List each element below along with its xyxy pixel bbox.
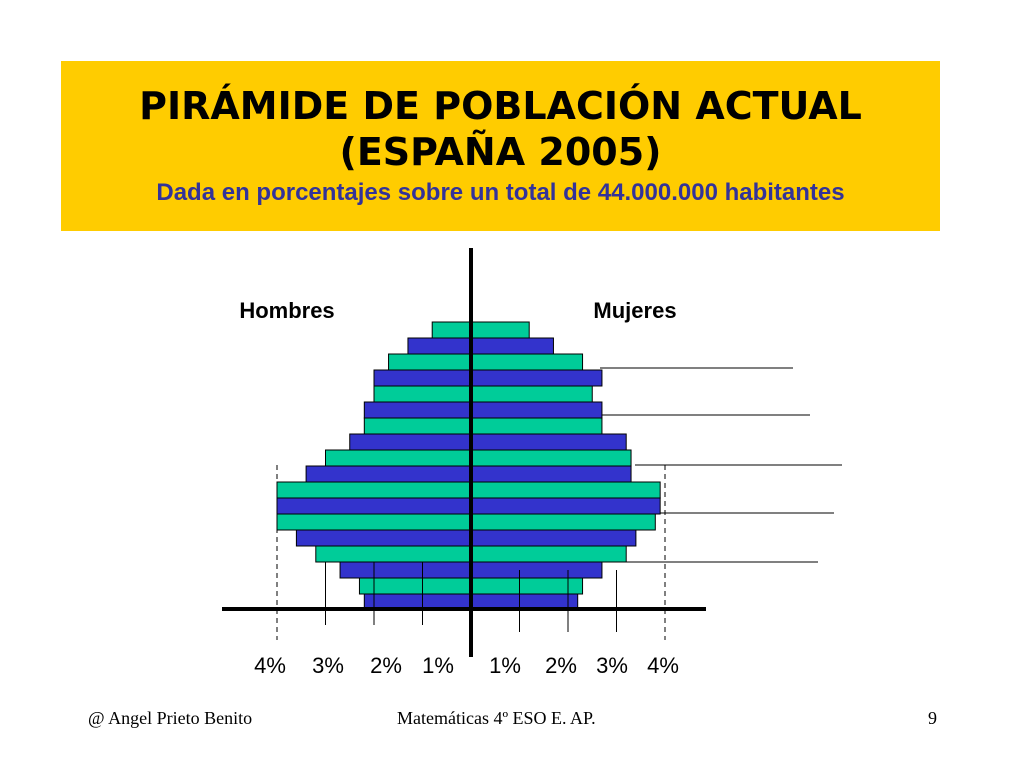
- tick-label-right-0: 1%: [489, 653, 521, 678]
- tick-label-right-3: 4%: [647, 653, 679, 678]
- title-line-1: PIRÁMIDE DE POBLACIÓN ACTUAL: [139, 84, 862, 128]
- bar-hombres-16: [407, 337, 472, 355]
- title-line-2: (ESPAÑA 2005): [339, 130, 662, 174]
- bar-hombres-1: [358, 577, 472, 595]
- bar-hombres-15: [388, 353, 472, 371]
- bar-hombres-7: [276, 481, 472, 499]
- footer-page-number: 9: [928, 708, 937, 728]
- tick-label-left-2: 2%: [370, 653, 402, 678]
- bar-mujeres-17: [470, 321, 530, 339]
- bar-hombres-4: [295, 529, 472, 547]
- bar-mujeres-1: [470, 577, 584, 595]
- bar-hombres-9: [325, 449, 472, 467]
- bar-mujeres-11: [470, 417, 603, 435]
- bar-hombres-13: [373, 385, 472, 403]
- bar-mujeres-8: [470, 465, 632, 483]
- bar-mujeres-12: [470, 401, 603, 419]
- bar-hombres-3: [315, 545, 472, 563]
- tick-label-left-0: 4%: [254, 653, 286, 678]
- bar-hombres-8: [305, 465, 472, 483]
- footer-author: @ Angel Prieto Benito: [88, 708, 253, 728]
- bar-mujeres-5: [470, 513, 656, 531]
- tick-label-right-1: 2%: [545, 653, 577, 678]
- bar-hombres-17: [431, 321, 472, 339]
- bar-hombres-12: [363, 401, 472, 419]
- bar-hombres-6: [276, 497, 472, 515]
- bar-mujeres-9: [470, 449, 632, 467]
- tick-label-left-3: 1%: [422, 653, 454, 678]
- bar-mujeres-16: [470, 337, 554, 355]
- bar-mujeres-15: [470, 353, 584, 371]
- bar-hombres-14: [373, 369, 472, 387]
- label-hombres: Hombres: [239, 298, 334, 323]
- tick-label-right-2: 3%: [596, 653, 628, 678]
- bar-hombres-2: [339, 561, 472, 579]
- bar-mujeres-2: [470, 561, 603, 579]
- bar-mujeres-7: [470, 481, 661, 499]
- bar-mujeres-14: [470, 369, 603, 387]
- bar-hombres-5: [276, 513, 472, 531]
- bar-hombres-10: [349, 433, 472, 451]
- footer-course: Matemáticas 4º ESO E. AP.: [397, 708, 596, 728]
- bar-hombres-11: [363, 417, 472, 435]
- bar-mujeres-3: [470, 545, 627, 563]
- subtitle: Dada en porcentajes sobre un total de 44…: [156, 179, 845, 206]
- title-box: PIRÁMIDE DE POBLACIÓN ACTUAL (ESPAÑA 200…: [61, 61, 940, 231]
- bar-mujeres-4: [470, 529, 637, 547]
- tick-label-left-1: 3%: [312, 653, 344, 678]
- bar-mujeres-6: [470, 497, 661, 515]
- bar-mujeres-10: [470, 433, 627, 451]
- label-mujeres: Mujeres: [593, 298, 676, 323]
- bar-mujeres-13: [470, 385, 593, 403]
